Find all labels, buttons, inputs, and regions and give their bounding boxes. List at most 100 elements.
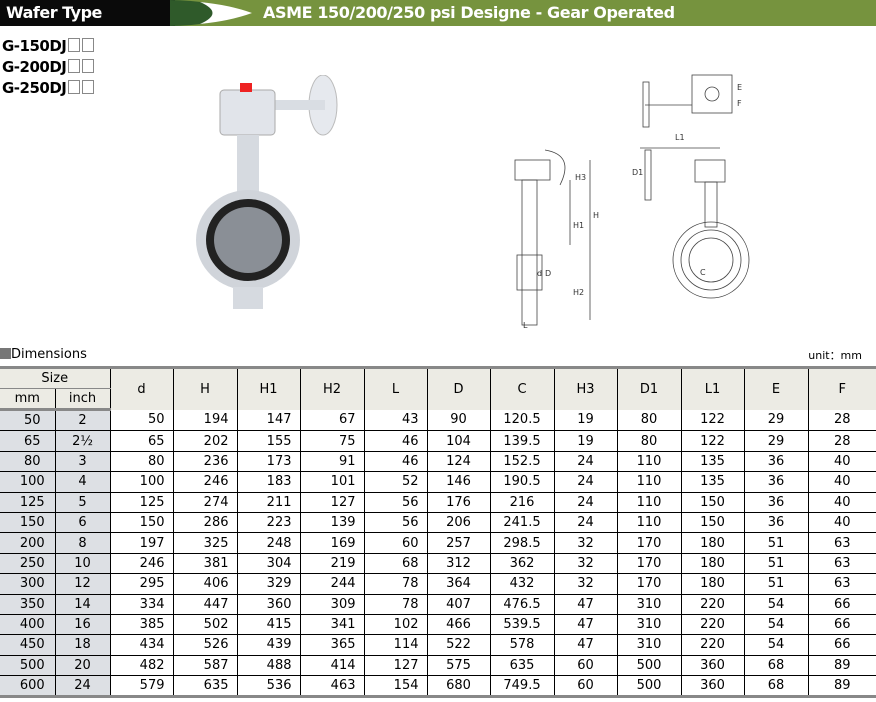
svg-text:L: L xyxy=(523,321,528,330)
column-header-h2: H2 xyxy=(299,367,364,410)
value-cell: 80 xyxy=(616,430,681,452)
inch-header: inch xyxy=(54,388,110,411)
column-header-l1: L1 xyxy=(680,367,744,410)
value-cell: 334 xyxy=(109,594,173,615)
size-inch-cell: 14 xyxy=(54,594,110,615)
size-inch-cell: 5 xyxy=(54,492,110,513)
value-cell: 482 xyxy=(109,655,173,677)
size-mm-cell: 350 xyxy=(0,594,55,615)
value-cell: 51 xyxy=(743,573,808,595)
value-cell: 52 xyxy=(363,471,427,493)
value-cell: 127 xyxy=(363,655,427,677)
value-cell: 63 xyxy=(807,573,876,595)
type-title: Wafer Type xyxy=(6,3,102,22)
value-cell: 360 xyxy=(680,655,744,677)
value-cell: 89 xyxy=(807,675,876,698)
value-cell: 146 xyxy=(426,471,490,493)
svg-text:H1: H1 xyxy=(573,221,584,230)
value-cell: 360 xyxy=(680,675,744,698)
value-cell: 248 xyxy=(236,532,300,554)
size-inch-cell: 18 xyxy=(54,634,110,656)
value-cell: 122 xyxy=(680,430,744,452)
svg-text:H3: H3 xyxy=(575,173,586,182)
value-cell: 54 xyxy=(743,594,808,615)
value-cell: 170 xyxy=(616,553,681,575)
value-cell: 24 xyxy=(553,512,617,534)
value-cell: 50 xyxy=(109,409,173,432)
svg-text:E: E xyxy=(737,83,742,92)
value-cell: 502 xyxy=(172,614,237,636)
size-mm-cell: 125 xyxy=(0,492,55,513)
size-mm-cell: 500 xyxy=(0,655,55,677)
value-cell: 635 xyxy=(489,655,554,677)
value-cell: 439 xyxy=(236,634,300,656)
banner-black xyxy=(0,0,175,26)
value-cell: 155 xyxy=(236,430,300,452)
model-list: G-150DJ G-200DJ G-250DJ xyxy=(2,36,95,99)
size-inch-cell: 8 xyxy=(54,532,110,554)
value-cell: 46 xyxy=(363,451,427,473)
value-cell: 68 xyxy=(743,675,808,698)
value-cell: 309 xyxy=(299,594,364,615)
value-cell: 36 xyxy=(743,471,808,493)
value-cell: 66 xyxy=(807,614,876,636)
value-cell: 257 xyxy=(426,532,490,554)
value-cell: 223 xyxy=(236,512,300,534)
model-item: G-150DJ xyxy=(2,36,95,57)
value-cell: 447 xyxy=(172,594,237,615)
value-cell: 36 xyxy=(743,512,808,534)
svg-text:D: D xyxy=(545,269,551,278)
value-cell: 236 xyxy=(172,451,237,473)
value-cell: 32 xyxy=(553,553,617,575)
value-cell: 19 xyxy=(553,430,617,452)
value-cell: 91 xyxy=(299,451,364,473)
value-cell: 244 xyxy=(299,573,364,595)
table-row: 250 10 246 381 304 219 68 312 362 32 170 180 51 63 xyxy=(0,553,876,575)
size-inch-cell: 24 xyxy=(54,675,110,698)
table-row: 80 3 80 236 173 91 46 124 152.5 24 110 135 36 40 xyxy=(0,451,876,473)
value-cell: 80 xyxy=(109,451,173,473)
value-cell: 43 xyxy=(363,409,427,432)
value-cell: 463 xyxy=(299,675,364,698)
value-cell: 56 xyxy=(363,492,427,513)
value-cell: 66 xyxy=(807,594,876,615)
value-cell: 68 xyxy=(743,655,808,677)
value-cell: 65 xyxy=(109,430,173,452)
value-cell: 220 xyxy=(680,634,744,656)
value-cell: 211 xyxy=(236,492,300,513)
value-cell: 170 xyxy=(616,573,681,595)
value-cell: 364 xyxy=(426,573,490,595)
subtitle: ASME 150/200/250 psi Designe - Gear Oper… xyxy=(263,3,675,22)
value-cell: 298.5 xyxy=(489,532,554,554)
value-cell: 310 xyxy=(616,614,681,636)
value-cell: 241.5 xyxy=(489,512,554,534)
size-inch-cell: 16 xyxy=(54,614,110,636)
table-row: 200 8 197 325 248 169 60 257 298.5 32 170 180 51 63 xyxy=(0,532,876,554)
size-mm-cell: 400 xyxy=(0,614,55,636)
value-cell: 54 xyxy=(743,634,808,656)
value-cell: 47 xyxy=(553,594,617,615)
value-cell: 46 xyxy=(363,430,427,452)
size-mm-cell: 300 xyxy=(0,573,55,595)
size-mm-cell: 150 xyxy=(0,512,55,534)
value-cell: 40 xyxy=(807,471,876,493)
value-cell: 310 xyxy=(616,594,681,615)
value-cell: 362 xyxy=(489,553,554,575)
value-cell: 385 xyxy=(109,614,173,636)
size-inch-cell: 4 xyxy=(54,471,110,493)
size-mm-cell: 80 xyxy=(0,451,55,473)
value-cell: 67 xyxy=(299,409,364,432)
svg-text:C: C xyxy=(700,268,706,277)
value-cell: 150 xyxy=(680,512,744,534)
value-cell: 500 xyxy=(616,655,681,677)
size-mm-cell: 450 xyxy=(0,634,55,656)
value-cell: 246 xyxy=(109,553,173,575)
value-cell: 63 xyxy=(807,553,876,575)
value-cell: 124 xyxy=(426,451,490,473)
value-cell: 90 xyxy=(426,409,490,432)
value-cell: 54 xyxy=(743,614,808,636)
value-cell: 246 xyxy=(172,471,237,493)
table-row: 125 5 125 274 211 127 56 176 216 24 110 150 36 40 xyxy=(0,492,876,513)
dimension-drawing: H3 H H1 H2 d D L E F L1 D1 C xyxy=(514,74,750,330)
value-cell: 114 xyxy=(363,634,427,656)
